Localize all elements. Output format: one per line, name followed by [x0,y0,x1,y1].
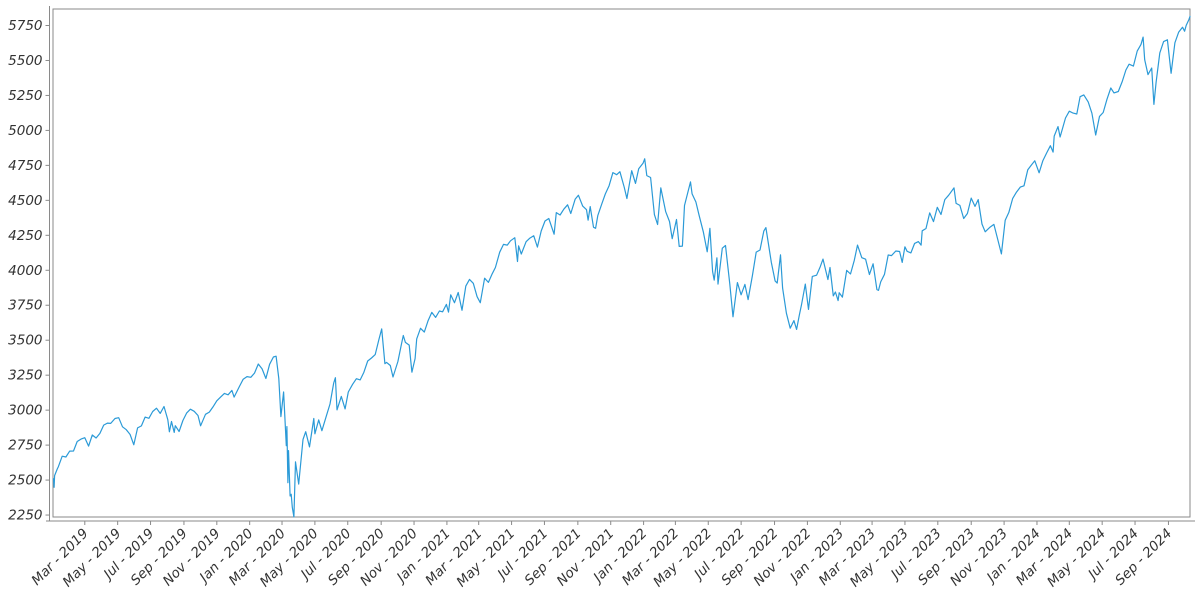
y-tick-label: 5750 [8,18,42,34]
y-tick-label: 4750 [8,158,42,174]
y-tick-label: 4000 [8,263,42,279]
y-tick-label: 4250 [8,228,42,244]
y-tick-label: 3500 [8,333,42,349]
y-tick-label: 3750 [8,298,42,314]
y-tick-label: 2250 [8,508,42,524]
y-tick-label: 5000 [8,123,42,139]
y-tick-label: 4500 [8,193,42,209]
y-tick-label: 2500 [8,473,42,489]
plot-frame [52,8,1191,518]
y-tick-label: 3000 [8,403,42,419]
y-tick-label: 5500 [8,53,42,69]
y-tick-label: 2750 [8,438,42,454]
y-tick-label: 5250 [8,88,42,104]
y-tick-label: 3250 [8,368,42,384]
price-line [52,15,1191,518]
